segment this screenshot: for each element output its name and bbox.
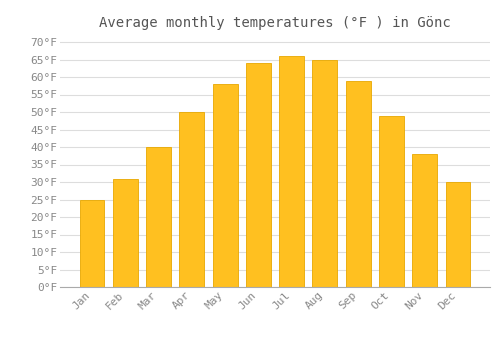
Bar: [113, 178, 138, 287]
Title: Average monthly temperatures (°F ) in Gönc: Average monthly temperatures (°F ) in Gö…: [99, 16, 451, 30]
Bar: [412, 154, 437, 287]
Bar: [312, 60, 338, 287]
Bar: [246, 63, 271, 287]
Bar: [146, 147, 171, 287]
Bar: [80, 199, 104, 287]
Bar: [212, 84, 238, 287]
Bar: [379, 116, 404, 287]
Bar: [180, 112, 204, 287]
Bar: [279, 56, 304, 287]
Bar: [346, 80, 370, 287]
Bar: [446, 182, 470, 287]
